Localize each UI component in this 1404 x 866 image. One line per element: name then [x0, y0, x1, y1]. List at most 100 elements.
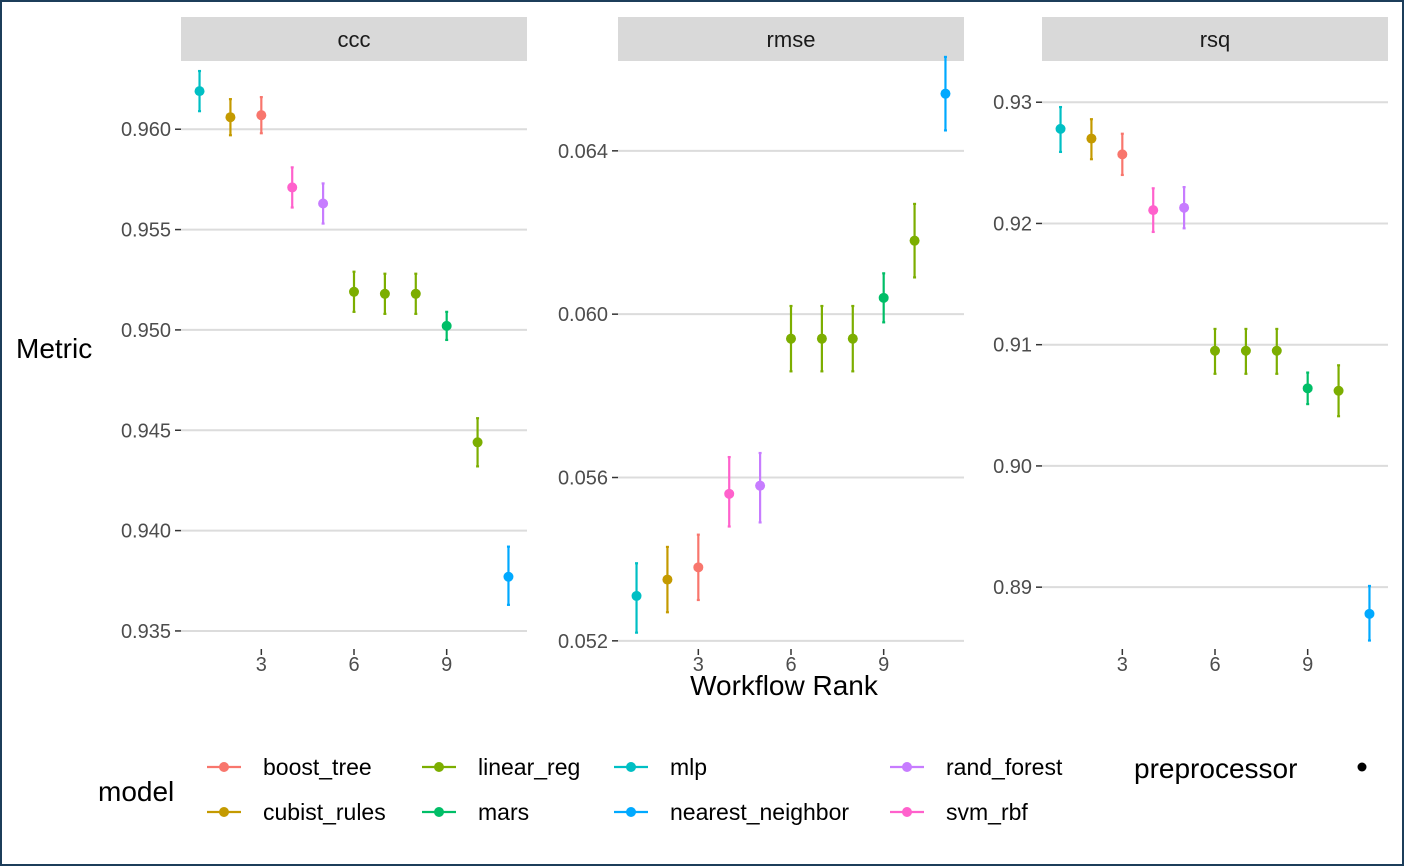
y-tick-label: 0.060 — [558, 304, 608, 326]
legend-key-point — [902, 762, 912, 772]
y-tick-label: 0.945 — [121, 420, 171, 442]
strip-background — [618, 17, 964, 61]
y-tick-label: 0.056 — [558, 468, 608, 490]
y-tick-label: 0.940 — [121, 521, 171, 543]
data-point-svm_rbf — [1148, 205, 1159, 216]
data-point-rand_forest — [318, 198, 329, 209]
strip-label-rmse: rmse — [767, 27, 816, 52]
legend-title-model: model — [98, 776, 174, 807]
legend-label: nearest_neighbor — [670, 799, 849, 825]
legend-key-point — [626, 762, 636, 772]
legend-title-preprocessor: preprocessor — [1134, 753, 1297, 784]
data-point-mlp — [1055, 123, 1066, 134]
y-tick-label: 0.950 — [121, 320, 171, 342]
data-point-nearest_neighbor — [940, 88, 951, 99]
data-point-linear_reg — [1240, 345, 1251, 356]
data-point-linear_reg — [1210, 345, 1220, 356]
data-point-nearest_neighbor — [503, 571, 514, 582]
data-point-linear_reg — [1333, 385, 1344, 396]
data-point-rand_forest — [755, 480, 766, 491]
x-axis-title: Workflow Rank — [690, 670, 879, 701]
data-point-mars — [878, 292, 889, 303]
data-point-mlp — [631, 590, 642, 601]
x-tick-label: 3 — [1117, 654, 1128, 676]
data-point-linear_reg — [349, 286, 359, 297]
y-tick-label: 0.955 — [121, 220, 171, 242]
legend-entry-nearest_neighbor: nearest_neighbor — [614, 799, 849, 825]
x-tick-label: 3 — [256, 654, 267, 676]
legend-label: cubist_rules — [263, 799, 386, 825]
y-tick-label: 0.91 — [993, 335, 1032, 357]
legend-key-point — [434, 807, 444, 817]
legend-entry-mars: mars — [422, 799, 529, 825]
legend-label: boost_tree — [263, 754, 372, 780]
legend-label: mlp — [670, 754, 707, 780]
data-point-mars — [441, 320, 452, 331]
legend-key-point — [219, 762, 229, 772]
data-point-linear_reg — [909, 235, 920, 246]
data-point-mlp — [194, 86, 205, 97]
data-point-boost_tree — [256, 110, 267, 121]
legend-label: svm_rbf — [946, 799, 1028, 825]
data-point-cubist_rules — [225, 112, 236, 123]
y-tick-label: 0.960 — [121, 119, 171, 141]
data-point-linear_reg — [786, 333, 796, 344]
legend-entry-cubist_rules: cubist_rules — [207, 799, 386, 825]
data-point-cubist_rules — [1086, 133, 1097, 144]
legend-label: rand_forest — [946, 754, 1063, 780]
facet-panel-rsq: rsq 0.89 0.90 0.91 0.92 0.93 3 6 9 — [993, 17, 1388, 676]
data-point-linear_reg — [816, 333, 827, 344]
data-point-boost_tree — [693, 562, 704, 573]
data-point-mars — [1302, 383, 1313, 394]
y-tick-label: 0.92 — [993, 213, 1032, 235]
x-tick-label: 9 — [441, 654, 452, 676]
y-tick-label: 0.064 — [558, 141, 608, 163]
legend-entry-boost_tree: boost_tree — [207, 754, 372, 780]
legend-key-point — [434, 762, 444, 772]
strip-label-rsq: rsq — [1200, 27, 1231, 52]
strip-label-ccc: ccc — [338, 27, 371, 52]
legend-key-preprocessor — [1357, 762, 1367, 772]
data-point-linear_reg — [1271, 345, 1282, 356]
data-point-rand_forest — [1179, 202, 1190, 213]
legend-entry-rand_forest: rand_forest — [890, 754, 1063, 780]
data-point-boost_tree — [1117, 149, 1128, 160]
data-point-nearest_neighbor — [1364, 608, 1375, 619]
data-point-linear_reg — [410, 288, 421, 299]
x-tick-label: 9 — [878, 654, 889, 676]
legend-label: mars — [478, 799, 529, 825]
legend-entry-mlp: mlp — [614, 754, 707, 780]
strip-background — [1042, 17, 1388, 61]
data-point-linear_reg — [379, 288, 390, 299]
y-tick-label: 0.93 — [993, 92, 1032, 114]
data-point-svm_rbf — [287, 182, 298, 193]
y-axis-title: Metric — [16, 333, 92, 364]
y-tick-label: 0.052 — [558, 631, 608, 653]
strip-background — [181, 17, 527, 61]
data-point-svm_rbf — [724, 488, 735, 499]
x-tick-label: 6 — [785, 654, 796, 676]
y-tick-label: 0.89 — [993, 577, 1032, 599]
y-tick-label: 0.90 — [993, 456, 1032, 478]
x-tick-label: 6 — [1209, 654, 1220, 676]
data-point-linear_reg — [472, 437, 483, 448]
data-point-linear_reg — [847, 333, 858, 344]
x-tick-label: 6 — [348, 654, 359, 676]
y-tick-label: 0.935 — [121, 621, 171, 643]
legend-key-point — [626, 807, 636, 817]
data-point-cubist_rules — [662, 574, 673, 585]
legend-key-point — [902, 807, 912, 817]
x-tick-label: 3 — [693, 654, 704, 676]
legend: model preprocessor boost_tree cubist_rule… — [98, 753, 1367, 825]
legend-label: linear_reg — [478, 754, 580, 780]
facet-panel-ccc: ccc 0.935 0.940 0.945 0.950 0.955 0.960 3 6 9 — [121, 17, 527, 676]
legend-key-point — [219, 807, 229, 817]
legend-entry-linear_reg: linear_reg — [422, 754, 580, 780]
x-tick-label: 9 — [1302, 654, 1313, 676]
legend-entry-svm_rbf: svm_rbf — [890, 799, 1028, 825]
facet-panel-rmse: rmse 0.052 0.056 0.060 0.064 3 6 9 — [558, 17, 964, 676]
